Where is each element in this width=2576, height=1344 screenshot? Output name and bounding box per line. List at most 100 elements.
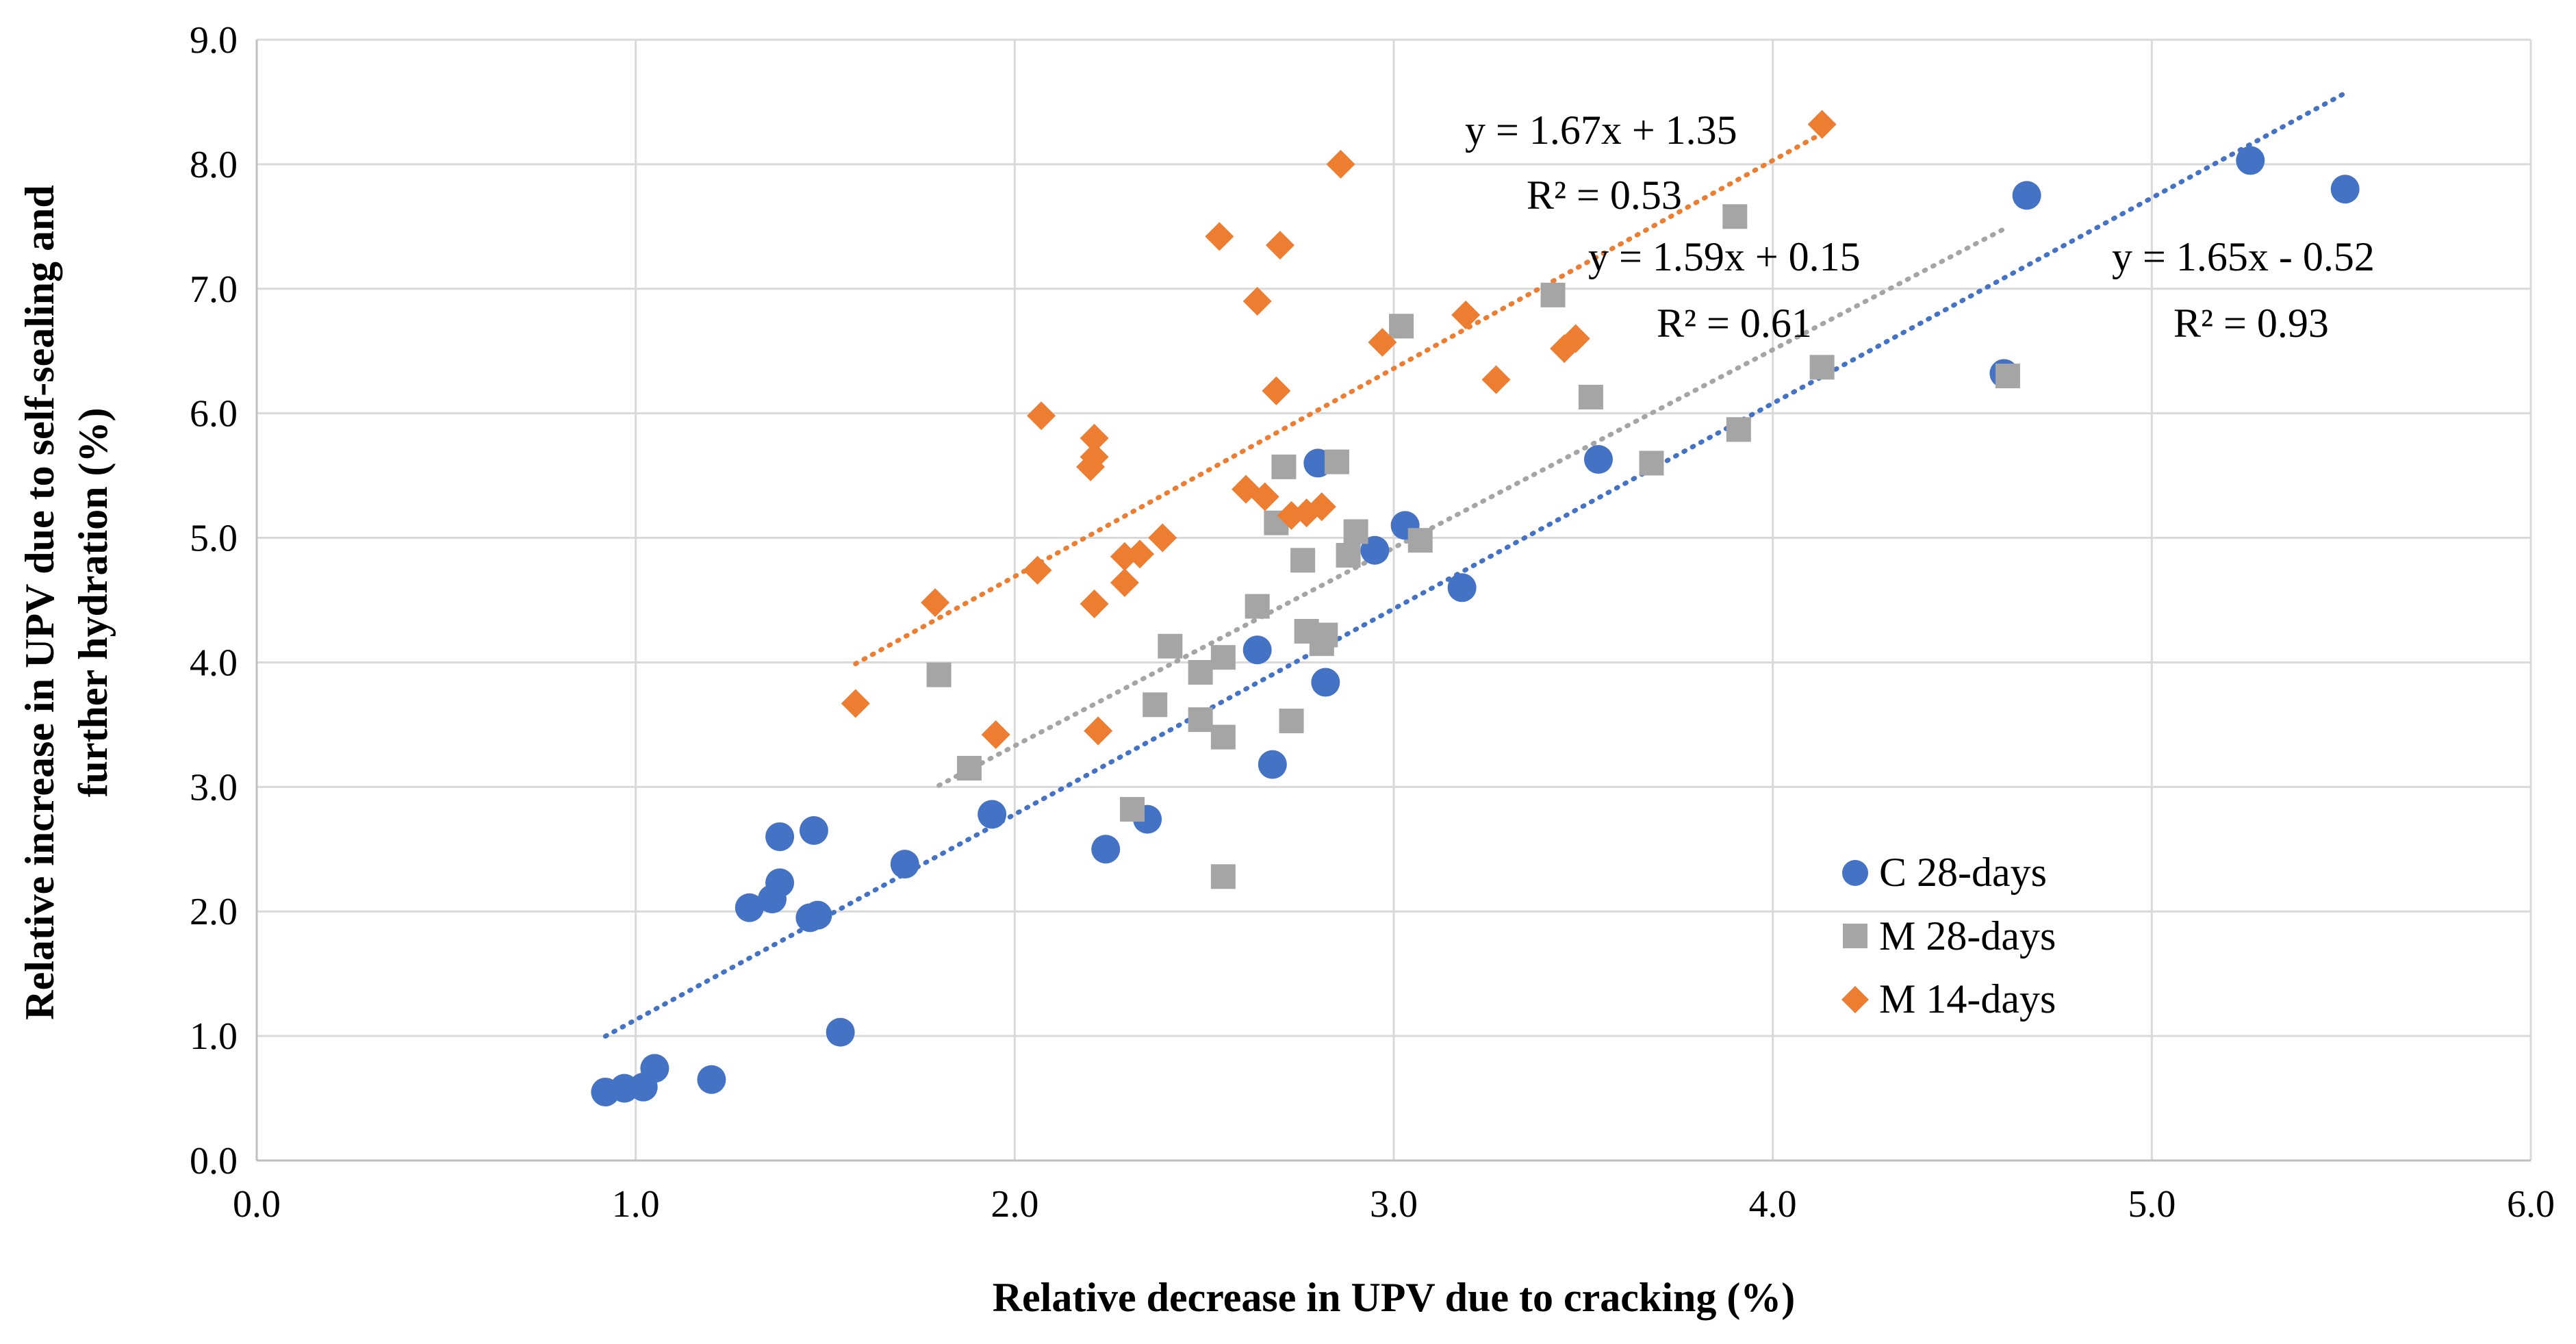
y-tick-label: 6.0 bbox=[190, 393, 238, 435]
point-c-28-days bbox=[890, 850, 919, 879]
point-m-28-days bbox=[1188, 707, 1213, 733]
point-m-14-days bbox=[1307, 492, 1336, 522]
point-m-28-days bbox=[1188, 659, 1213, 685]
x-tick-label: 2.0 bbox=[991, 1183, 1038, 1226]
point-m-28-days bbox=[1343, 519, 1368, 544]
legend-marker-circle bbox=[1842, 860, 1868, 886]
point-m-14-days bbox=[1148, 523, 1177, 553]
point-m-28-days bbox=[1245, 594, 1270, 619]
trendline-equation-c28: y = 1.65x - 0.52 bbox=[2112, 234, 2375, 279]
point-m-14-days bbox=[981, 720, 1010, 749]
legend-label-c28: C 28-days bbox=[1879, 850, 2047, 895]
point-m-28-days bbox=[1271, 454, 1297, 479]
point-c-28-days bbox=[803, 900, 832, 930]
y-axis-title-line-2: further hydration (%) bbox=[71, 408, 116, 798]
point-m-14-days bbox=[1110, 568, 1139, 598]
point-m-14-days bbox=[1080, 424, 1109, 453]
point-m-28-days bbox=[1639, 451, 1664, 476]
trendlines bbox=[602, 90, 2348, 1039]
point-m-28-days bbox=[1407, 528, 1433, 553]
point-m-28-days bbox=[1809, 355, 1835, 380]
point-c-28-days bbox=[1091, 835, 1121, 864]
x-tick-label: 0.0 bbox=[233, 1183, 281, 1226]
point-c-28-days bbox=[2330, 175, 2360, 204]
x-tick-label: 3.0 bbox=[1370, 1183, 1418, 1226]
y-tick-label: 4.0 bbox=[190, 642, 238, 684]
trendline-r2-c28: R² = 0.93 bbox=[2173, 301, 2329, 346]
trendline-c-28-days bbox=[602, 90, 2348, 1039]
y-tick-label: 2.0 bbox=[190, 891, 238, 933]
y-tick-label: 3.0 bbox=[190, 766, 238, 809]
trendline-r2-m14: R² = 0.53 bbox=[1527, 173, 1682, 218]
point-c-28-days bbox=[978, 800, 1007, 829]
point-m-14-days bbox=[1125, 540, 1155, 569]
point-m-28-days bbox=[1290, 548, 1316, 573]
point-m-14-days bbox=[1084, 716, 1113, 746]
point-m-28-days bbox=[1210, 645, 1236, 670]
x-tick-label: 4.0 bbox=[1749, 1183, 1797, 1226]
point-c-28-days bbox=[2236, 146, 2265, 175]
point-m-14-days bbox=[1250, 482, 1279, 511]
x-axis-title: Relative decrease in UPV due to cracking… bbox=[993, 1275, 1796, 1320]
point-m-28-days bbox=[1726, 417, 1751, 442]
point-c-28-days bbox=[1242, 635, 1272, 665]
point-m-28-days bbox=[1324, 449, 1349, 474]
point-m-14-days bbox=[1451, 300, 1481, 329]
point-m-14-days bbox=[1080, 442, 1109, 472]
point-c-28-days bbox=[1311, 668, 1340, 697]
y-tick-label: 1.0 bbox=[190, 1015, 238, 1058]
legend-item-c28: C 28-days bbox=[1842, 850, 2047, 895]
point-m-28-days bbox=[1313, 622, 1338, 648]
legend-item-m14: M 14-days bbox=[1841, 976, 2056, 1022]
point-c-28-days bbox=[765, 822, 795, 852]
point-m-28-days bbox=[1336, 543, 1361, 568]
trendline-equation-m14: y = 1.67x + 1.35 bbox=[1465, 107, 1737, 153]
point-m-28-days bbox=[1158, 633, 1183, 659]
data-points bbox=[591, 110, 2360, 1106]
y-tick-label: 0.0 bbox=[190, 1140, 238, 1182]
point-m-14-days bbox=[1326, 149, 1355, 179]
point-m-28-days bbox=[1995, 364, 2020, 389]
y-axis-title-line-1: Relative increase in UPV due to self-sea… bbox=[17, 185, 62, 1019]
point-m-28-days bbox=[1119, 797, 1145, 822]
point-m-14-days bbox=[1265, 231, 1295, 260]
point-m-14-days bbox=[921, 588, 950, 618]
legend: C 28-days M 28-days M 14-days bbox=[1841, 850, 2056, 1022]
point-m-28-days bbox=[956, 756, 982, 781]
point-m-14-days bbox=[1205, 222, 1234, 251]
point-c-28-days bbox=[826, 1017, 855, 1047]
point-m-28-days bbox=[1143, 692, 1168, 718]
point-m-14-days bbox=[1242, 286, 1272, 316]
y-tick-label: 9.0 bbox=[190, 19, 238, 62]
legend-marker-square bbox=[1843, 924, 1867, 948]
legend-item-m28: M 28-days bbox=[1843, 913, 2056, 959]
point-m-28-days bbox=[1578, 385, 1603, 410]
x-tick-labels: 0.0 1.0 2.0 3.0 4.0 5.0 6.0 bbox=[233, 1183, 2555, 1226]
legend-label-m28: M 28-days bbox=[1879, 913, 2056, 959]
point-m-14-days bbox=[1023, 555, 1052, 585]
point-m-14-days bbox=[1561, 324, 1590, 353]
point-c-28-days bbox=[697, 1065, 726, 1094]
point-c-28-days bbox=[1583, 444, 1613, 474]
legend-label-m14: M 14-days bbox=[1879, 976, 2056, 1022]
point-m-28-days bbox=[1540, 282, 1566, 307]
y-tick-label: 8.0 bbox=[190, 144, 238, 186]
point-m-14-days bbox=[841, 689, 870, 718]
point-c-28-days bbox=[765, 868, 795, 898]
trendline-m-28-days bbox=[936, 225, 2011, 788]
y-tick-label: 7.0 bbox=[190, 268, 238, 311]
point-m-14-days bbox=[1027, 401, 1056, 431]
gridlines bbox=[257, 38, 2532, 1161]
point-m-14-days bbox=[1368, 327, 1397, 357]
y-tick-labels: 0.0 1.0 2.0 3.0 4.0 5.0 6.0 7.0 8.0 9.0 bbox=[190, 19, 238, 1182]
point-m-28-days bbox=[1722, 204, 1748, 229]
legend-marker-diamond bbox=[1841, 986, 1869, 1013]
point-m-28-days bbox=[1210, 724, 1236, 750]
y-axis-title: Relative increase in UPV due to self-sea… bbox=[17, 185, 116, 1019]
point-c-28-days bbox=[1258, 750, 1287, 779]
point-m-14-days bbox=[1481, 365, 1511, 394]
point-m-14-days bbox=[1807, 110, 1837, 139]
trendline-m-14-days bbox=[853, 131, 1825, 667]
point-m-14-days bbox=[1262, 376, 1291, 405]
